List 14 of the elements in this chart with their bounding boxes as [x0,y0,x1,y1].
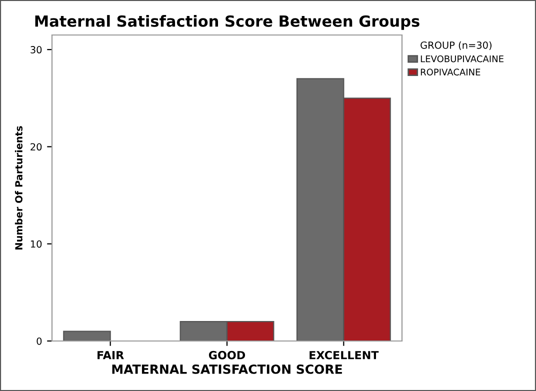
x-axis-title: MATERNAL SATISFACTION SCORE [112,364,342,374]
y-axis-title: Number Of Parturients [14,126,22,250]
y-tick-label: 0 [36,337,42,345]
y-tick-label: 10 [30,240,42,248]
legend-title: GROUP (n=30) [420,41,492,50]
chart-title: Maternal Satisfaction Score Between Groups [35,15,420,30]
y-tick-label: 30 [30,46,42,54]
x-tick-label: GOOD [208,350,246,360]
x-tick-label: EXCELLENT [310,350,379,360]
bar [63,330,111,341]
x-tick-label: FAIR [98,351,124,360]
legend-label: ROPIVACAINE [420,68,480,76]
legend-label: LEVOBUPIVACAINE [420,55,504,62]
y-tick-label: 20 [30,143,42,151]
